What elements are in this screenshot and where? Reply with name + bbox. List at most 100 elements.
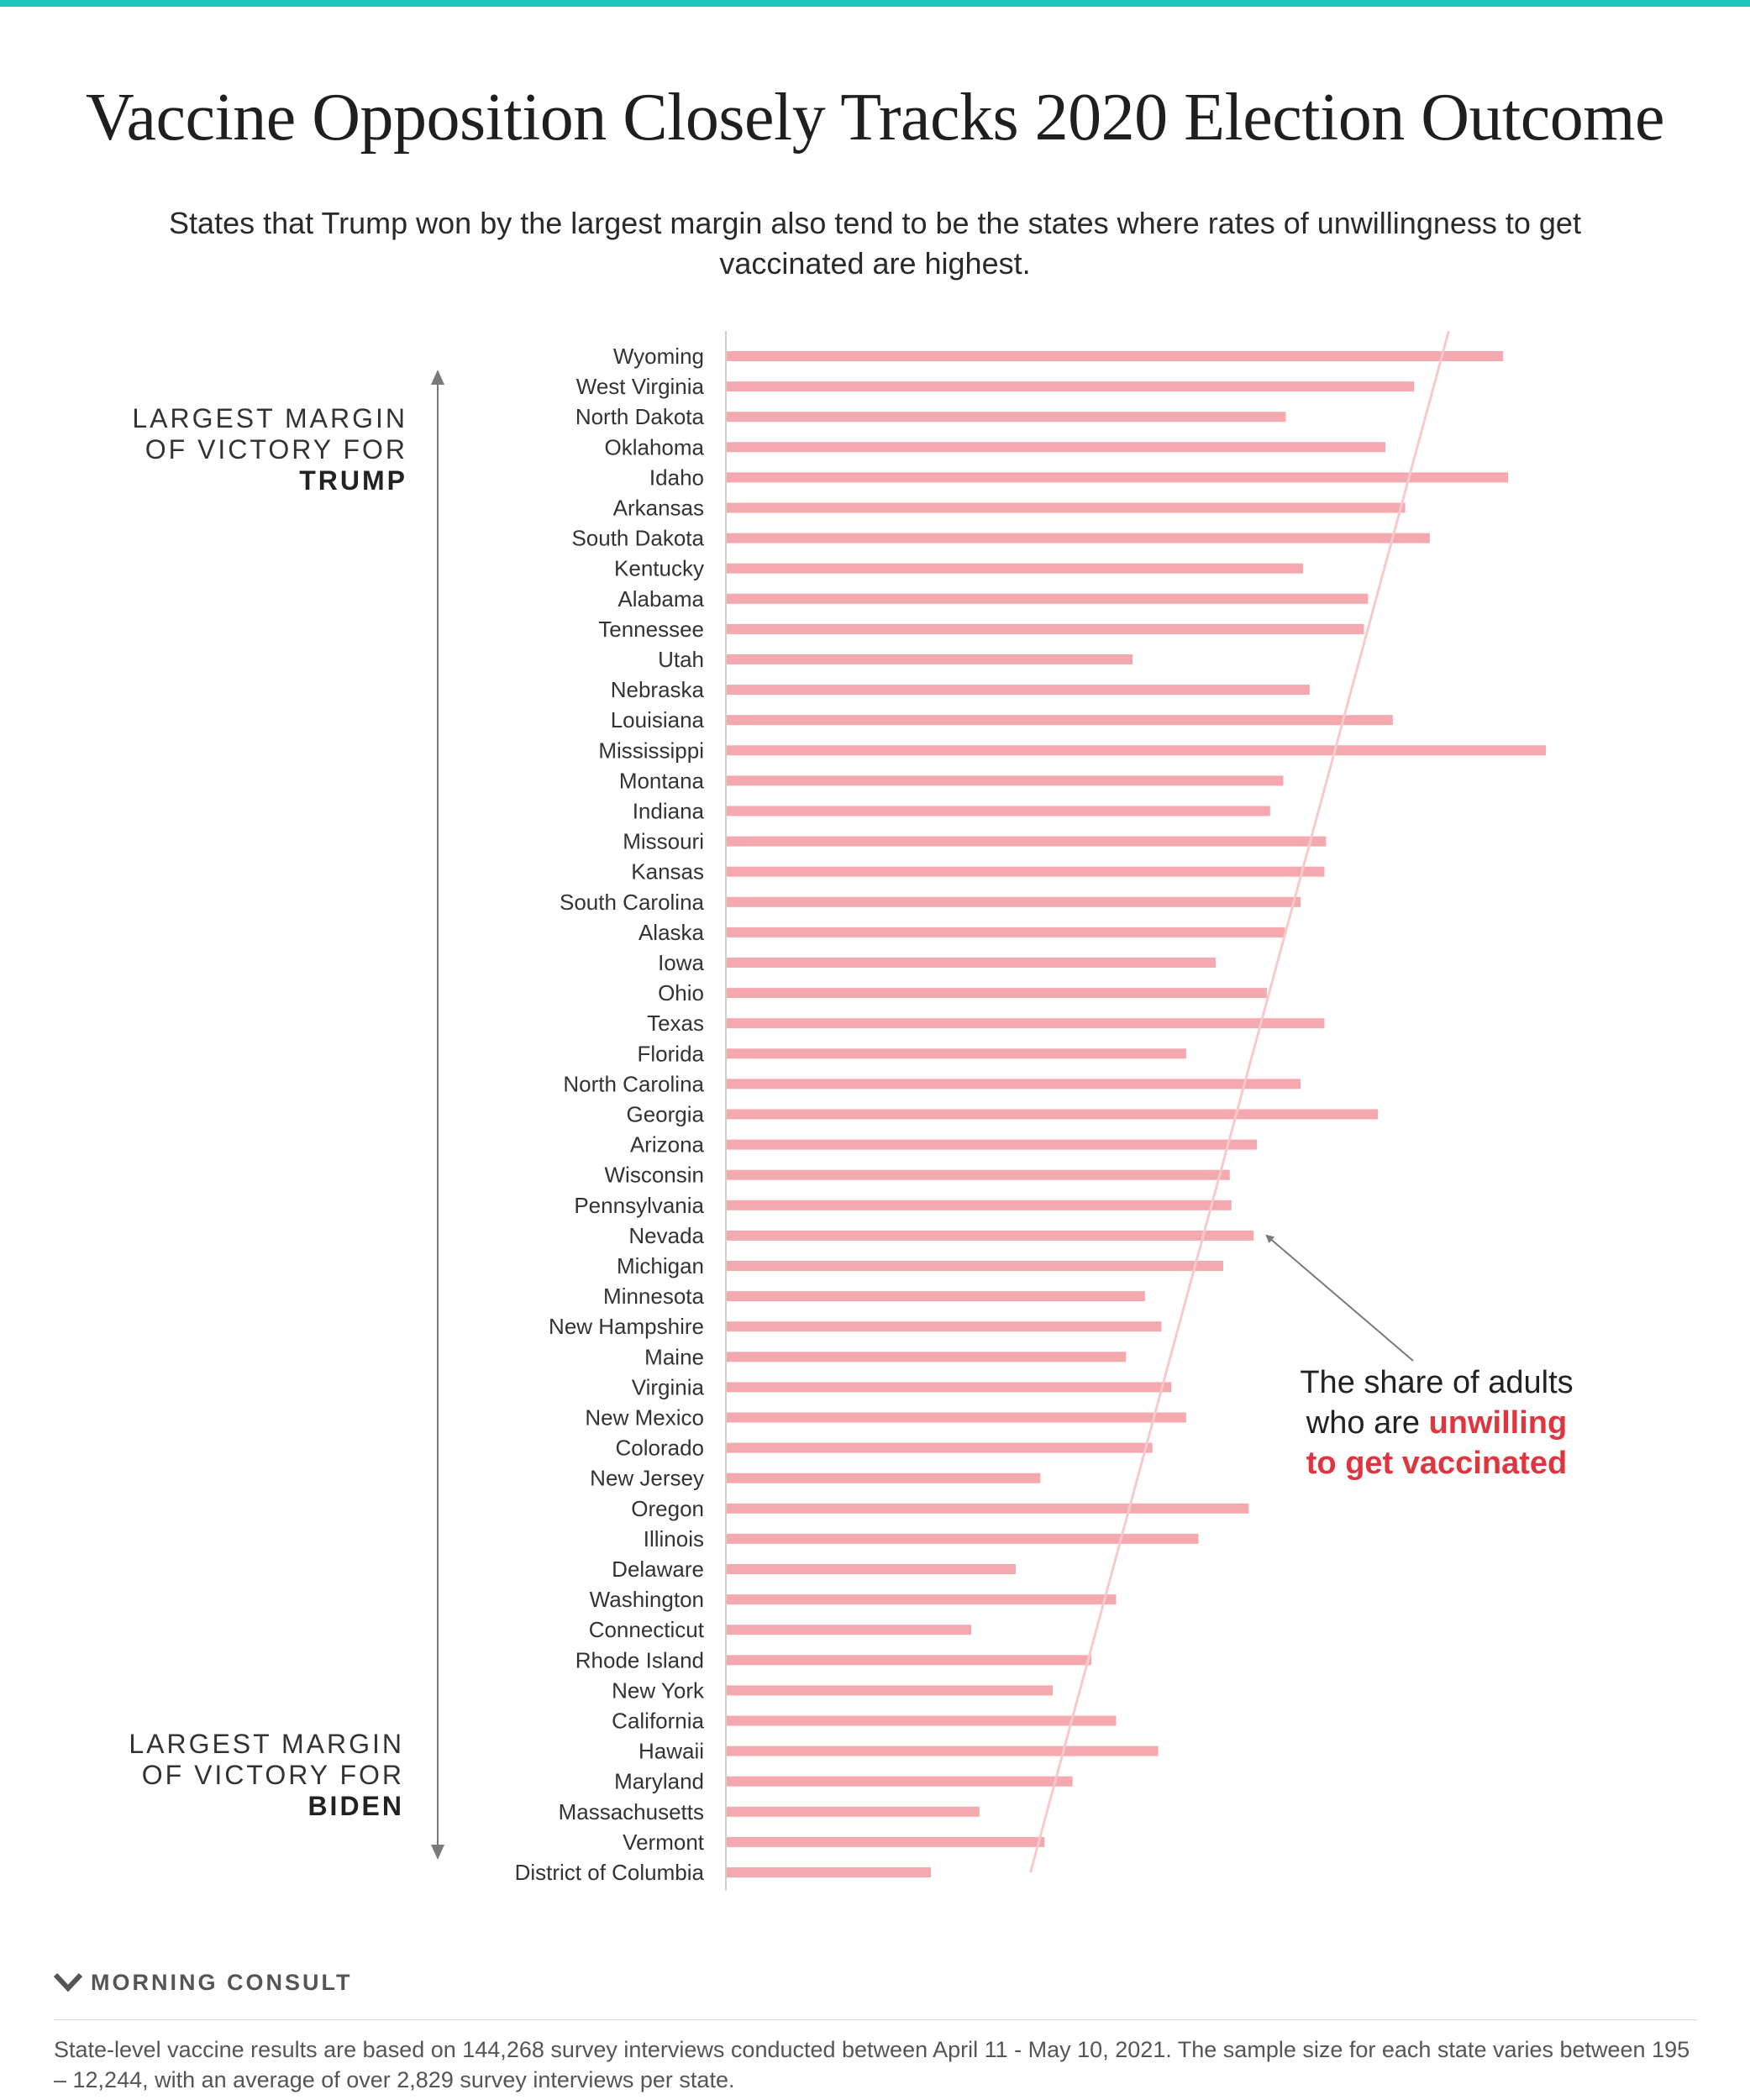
bar bbox=[727, 1412, 1186, 1423]
state-label: Minnesota bbox=[603, 1284, 704, 1309]
bar bbox=[727, 472, 1509, 483]
state-label: Nevada bbox=[628, 1223, 704, 1248]
chart-title: Vaccine Opposition Closely Tracks 2020 E… bbox=[86, 81, 1664, 155]
margin-arrow-axis bbox=[431, 370, 444, 1860]
state-label: Tennessee bbox=[598, 617, 704, 642]
bar bbox=[727, 351, 1504, 361]
state-label: North Carolina bbox=[563, 1071, 704, 1096]
bar bbox=[727, 988, 1267, 999]
bar bbox=[727, 1442, 1153, 1453]
state-labels: Wyoming West Virginia North Dakota Oklahoma… bbox=[515, 344, 705, 1885]
bar bbox=[727, 1018, 1325, 1029]
state-label: Arkansas bbox=[613, 496, 704, 521]
bar bbox=[727, 1169, 1230, 1180]
bar bbox=[727, 502, 1406, 513]
biden-label-line2: OF VICTORY FOR bbox=[141, 1760, 404, 1790]
state-label: Wisconsin bbox=[605, 1163, 704, 1188]
bar bbox=[727, 1382, 1172, 1393]
state-label: Rhode Island bbox=[575, 1647, 704, 1672]
biden-margin-label: LARGEST MARGIN OF VICTORY FOR BIDEN bbox=[68, 1729, 404, 1822]
bar bbox=[727, 1321, 1162, 1332]
bar bbox=[727, 1806, 980, 1817]
state-label: Montana bbox=[619, 768, 705, 793]
state-label: Pennsylvania bbox=[574, 1193, 704, 1218]
biden-label-line1: LARGEST MARGIN bbox=[129, 1729, 404, 1759]
bar bbox=[727, 1655, 1092, 1666]
state-label: South Dakota bbox=[571, 526, 704, 551]
state-label: Missouri bbox=[623, 829, 704, 854]
chart-subtitle: States that Trump won by the largest mar… bbox=[169, 206, 1581, 281]
annotation-highlight-unwilling: unwilling bbox=[1428, 1405, 1568, 1441]
state-label: Mississippi bbox=[598, 738, 704, 763]
state-label: Virginia bbox=[632, 1374, 705, 1399]
trend-line bbox=[1029, 330, 1450, 1873]
top-accent-bar bbox=[0, 0, 1750, 7]
state-label: Oregon bbox=[631, 1496, 704, 1521]
state-label: Wyoming bbox=[613, 344, 704, 369]
annotation-pointer-arrow bbox=[1265, 1234, 1414, 1362]
state-label: South Carolina bbox=[560, 890, 705, 915]
annotation-text: The share of adults who are unwilling to… bbox=[1260, 1362, 1613, 1483]
state-label: North Dakota bbox=[575, 404, 705, 429]
bar bbox=[727, 836, 1327, 847]
state-label: Alaska bbox=[639, 920, 705, 945]
bar bbox=[727, 1352, 1127, 1362]
state-label: New York bbox=[612, 1677, 705, 1703]
bar bbox=[727, 927, 1285, 937]
bar bbox=[727, 1200, 1232, 1210]
bar bbox=[727, 775, 1284, 786]
bar bbox=[727, 1473, 1041, 1483]
state-label: Texas bbox=[647, 1011, 704, 1036]
state-label: Maine bbox=[644, 1344, 704, 1369]
state-label: Delaware bbox=[612, 1557, 704, 1582]
state-label: Indiana bbox=[633, 799, 705, 824]
footnote: State-level vaccine results are based on… bbox=[54, 2037, 1690, 2092]
footer-divider bbox=[54, 2019, 1697, 2020]
bar bbox=[727, 1230, 1254, 1241]
state-label: Florida bbox=[638, 1041, 705, 1066]
bar bbox=[727, 896, 1301, 907]
bar bbox=[727, 745, 1547, 756]
bar bbox=[727, 1139, 1258, 1150]
state-label: Arizona bbox=[630, 1132, 705, 1158]
biden-label-line3: BIDEN bbox=[307, 1791, 404, 1821]
bar bbox=[727, 442, 1385, 453]
state-label: Hawaii bbox=[639, 1739, 704, 1764]
bar bbox=[727, 1291, 1145, 1302]
bar bbox=[727, 806, 1270, 816]
state-label: Washington bbox=[590, 1587, 704, 1612]
bar bbox=[727, 593, 1369, 604]
state-label: Colorado bbox=[615, 1436, 704, 1461]
bar bbox=[727, 563, 1303, 574]
state-label: Illinois bbox=[644, 1526, 704, 1551]
bar bbox=[727, 654, 1133, 664]
state-label: Nebraska bbox=[611, 677, 705, 702]
state-label: Kentucky bbox=[614, 556, 704, 581]
state-label: Oklahoma bbox=[605, 434, 705, 459]
bar bbox=[727, 1594, 1117, 1605]
state-label: Louisiana bbox=[611, 707, 705, 732]
bar bbox=[727, 715, 1393, 726]
bar bbox=[727, 1533, 1199, 1544]
bar bbox=[727, 1079, 1301, 1089]
bar bbox=[727, 1503, 1249, 1514]
annotation-line2: who are unwilling bbox=[1306, 1405, 1568, 1441]
state-label: New Jersey bbox=[590, 1466, 704, 1491]
arrow-down-icon bbox=[431, 1845, 444, 1860]
state-label: California bbox=[612, 1709, 704, 1734]
bar bbox=[727, 1564, 1016, 1574]
annotation-line3: to get vaccinated bbox=[1306, 1446, 1568, 1481]
state-label: New Hampshire bbox=[549, 1314, 704, 1339]
state-label: Massachusetts bbox=[559, 1799, 704, 1824]
bar bbox=[727, 866, 1325, 877]
bar bbox=[727, 1776, 1073, 1787]
trump-label-line3: TRUMP bbox=[299, 465, 407, 496]
morning-consult-logo-icon bbox=[54, 1972, 82, 1992]
trump-label-line1: LARGEST MARGIN bbox=[132, 403, 407, 433]
bar bbox=[727, 623, 1364, 634]
bar bbox=[727, 1261, 1223, 1271]
state-label: Ohio bbox=[658, 980, 704, 1005]
bar bbox=[727, 533, 1430, 543]
state-label: Idaho bbox=[649, 465, 704, 490]
state-label: West Virginia bbox=[576, 374, 705, 399]
